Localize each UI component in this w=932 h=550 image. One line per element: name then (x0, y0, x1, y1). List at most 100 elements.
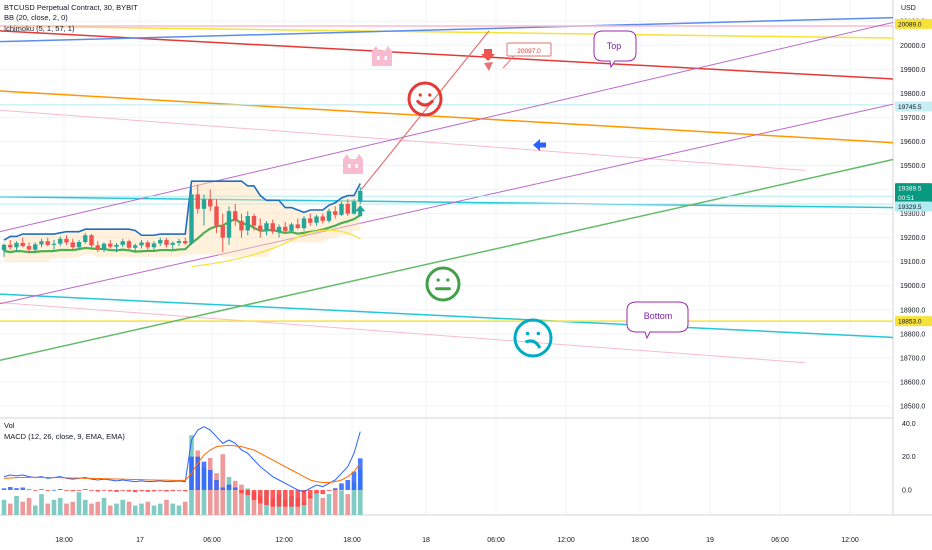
volume-bar (251, 492, 257, 515)
candle-body (289, 224, 294, 231)
candle-body (151, 243, 157, 248)
legend-symbol[interactable]: BTCUSD Perpetual Contract, 30, BYBIT (4, 3, 138, 12)
macd-histogram-bar (32, 490, 38, 491)
bottom-callout (626, 301, 689, 340)
candle-body (70, 242, 75, 248)
volume-bar (245, 488, 251, 515)
ichimoku-base-line (3, 214, 361, 254)
candle-body (214, 206, 219, 226)
candle-body (220, 225, 225, 238)
macd-histogram-bar (320, 490, 326, 495)
cat-icon-eye (377, 56, 380, 60)
price-tick-label: 19900.0 (900, 67, 925, 74)
legend-bb[interactable]: BB (20, close, 2, 0) (4, 13, 68, 22)
macd-histogram-bar (220, 487, 226, 490)
price-tick-label: 19200.0 (900, 235, 925, 242)
volume-bar (201, 467, 207, 515)
volume-bar (357, 469, 363, 515)
macd-histogram-bar (14, 488, 19, 490)
macd-histogram-bar (114, 490, 119, 492)
cat-icon (372, 46, 392, 66)
macd-histogram-bar (295, 490, 301, 507)
legend-ichimoku[interactable]: Ichimoku (5, 1, 57, 1) (4, 24, 75, 33)
legend-vol[interactable]: Vol (4, 421, 15, 430)
volume-bar (145, 501, 151, 515)
candle-body (83, 235, 88, 242)
up-arrow-icon (355, 205, 366, 217)
price-tick-label: 19100.0 (900, 259, 925, 266)
volume-bar (182, 501, 188, 515)
volume-bar (14, 496, 19, 515)
candle-body (89, 235, 94, 246)
candle-body (1, 244, 7, 251)
price-tick-label: 19600.0 (900, 139, 925, 146)
time-tick-label: 06:00 (771, 537, 789, 544)
happy-face-icon (407, 81, 443, 117)
macd-histogram-bar (107, 490, 113, 492)
down-arrow-icon (481, 49, 495, 61)
candle-body (139, 242, 144, 246)
axes: USD20100.020000.019900.019800.019700.019… (55, 5, 925, 544)
macd-histogram-bar (120, 490, 126, 491)
sad-face-icon (513, 318, 553, 358)
trend-line (0, 302, 806, 364)
macd-histogram-bar (95, 490, 101, 492)
macd-histogram-bar (270, 490, 276, 507)
price-tick-label: 19800.0 (900, 91, 925, 98)
trend-line (0, 158, 894, 362)
neutral-face-icon-eye (436, 278, 440, 282)
volume-bar (57, 497, 63, 515)
volume-bar (26, 497, 32, 515)
projection-arrowhead (484, 62, 493, 71)
happy-face-icon-eye (428, 93, 432, 97)
macd-histogram-bar (339, 483, 344, 490)
trend-line (0, 30, 894, 80)
macd-pane (1, 426, 363, 515)
macd-histogram-bar (132, 490, 138, 493)
top-callout (593, 30, 637, 69)
trend-lines (0, 16, 894, 364)
macd-histogram-bar (64, 490, 69, 491)
macd-histogram-bar (182, 490, 188, 492)
volume-bar (214, 473, 219, 515)
candle-body (201, 199, 207, 209)
macd-histogram-bar (326, 490, 332, 491)
time-tick-label: 19 (706, 537, 714, 544)
volume-bar (332, 488, 338, 515)
volume-bar (76, 492, 82, 515)
trend-line (0, 21, 894, 233)
macd-histogram-bar (151, 490, 157, 492)
macd-histogram-bar (301, 490, 307, 505)
neutral-face-icon-eye (446, 278, 450, 282)
time-tick-label: 18:00 (343, 537, 361, 544)
candle-body (358, 190, 363, 202)
legend-macd[interactable]: MACD (12, 26, close, 9, EMA, EMA) (4, 432, 125, 441)
candle-body (314, 216, 319, 223)
macd-histogram-bar (1, 488, 7, 490)
projection-arrow (360, 30, 490, 190)
candle-body (333, 211, 338, 215)
trend-line (0, 196, 894, 209)
happy-face-icon-eye (418, 93, 422, 97)
volume-bar (51, 499, 57, 515)
time-tick-label: 18:00 (631, 537, 649, 544)
trend-line (0, 16, 894, 43)
macd-histogram-bar (232, 487, 238, 490)
candle-body (308, 218, 313, 223)
macd-histogram-bar (357, 458, 363, 490)
candle-body (45, 241, 50, 245)
bb-upper (3, 180, 361, 241)
neutral-face-icon (425, 266, 461, 302)
candle-body (14, 242, 19, 248)
target-box (506, 42, 552, 57)
candle-body (326, 211, 332, 221)
volume-bar (339, 490, 344, 515)
time-tick-label: 12:00 (841, 537, 859, 544)
macd-histogram-bar (89, 490, 94, 491)
volume-bar (226, 477, 232, 515)
candle-body (158, 240, 163, 244)
candle-body (189, 194, 194, 244)
macd-histogram-bar (332, 488, 338, 490)
macd-histogram-bar (157, 490, 163, 491)
